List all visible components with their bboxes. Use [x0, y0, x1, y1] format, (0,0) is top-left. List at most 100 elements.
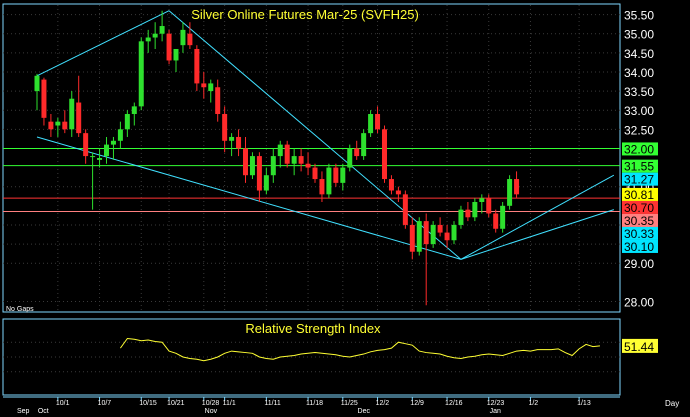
candle-body: [388, 179, 394, 191]
level-label-bg: [622, 142, 658, 156]
candle-body: [409, 224, 415, 252]
candle-body: [416, 221, 422, 252]
x-tick-label: 1/13: [577, 400, 591, 407]
level-label-bg: [622, 213, 658, 227]
candle-body: [173, 48, 179, 61]
candle-body: [159, 26, 165, 34]
level-label: 32.00: [624, 142, 654, 156]
month-label: Jan: [490, 408, 501, 415]
candle-body: [402, 194, 408, 225]
x-tick-label: 11/1: [223, 400, 236, 407]
y-tick-label: 34.00: [624, 66, 654, 80]
level-label: 30.35: [624, 214, 654, 228]
candle-body: [437, 224, 443, 233]
level-label: 30.10: [624, 240, 654, 254]
candle-body: [138, 41, 144, 107]
x-tick-label: 10/21: [167, 400, 185, 407]
candle-body: [354, 148, 360, 157]
x-tick-label: 10/15: [139, 400, 157, 407]
candle-body: [305, 163, 311, 168]
candle-body: [69, 98, 75, 130]
level-label-bg: [622, 187, 658, 201]
rsi-title: Relative Strength Index: [245, 321, 381, 336]
candle-body: [312, 167, 318, 180]
candle-body: [34, 75, 40, 92]
candle-body: [145, 37, 151, 42]
x-tick-label: 11/11: [264, 400, 281, 407]
y-tick-label: 35.00: [624, 28, 654, 42]
x-tick-label: 10/1: [56, 400, 70, 407]
rsi-grid: [3, 341, 620, 373]
level-label: 31.55: [624, 160, 654, 174]
candle-body: [110, 140, 116, 145]
candle-body: [347, 148, 353, 168]
candle-body: [472, 201, 478, 218]
candle-body: [194, 48, 200, 84]
candle-body: [430, 224, 436, 245]
candle-body: [465, 209, 471, 218]
candle-body: [97, 158, 103, 160]
candle-body: [222, 114, 228, 141]
level-label-bg: [622, 200, 658, 214]
x-tick-label: 10/28: [202, 400, 220, 407]
candle-body: [277, 144, 283, 157]
x-tick-label: 12/9: [410, 400, 424, 407]
no-gaps-note: No Gaps: [6, 306, 34, 313]
x-tick-label: 1/2: [528, 400, 538, 407]
candle-body: [62, 121, 68, 130]
candle-body: [124, 114, 130, 130]
trend-channels: [36, 10, 615, 260]
candle-body: [333, 167, 339, 183]
candle-body: [243, 148, 248, 176]
candle-body: [361, 133, 367, 157]
candle-body: [493, 213, 499, 229]
y-tick-label: 28.00: [624, 295, 654, 309]
candle-body: [319, 179, 325, 195]
candle-body: [340, 167, 346, 183]
candle-body: [500, 205, 506, 229]
candle-body: [180, 29, 186, 46]
x-axis-unit-label: Day: [665, 399, 679, 408]
candle-body: [486, 198, 492, 214]
level-label: 30.33: [624, 227, 654, 241]
candle-body: [423, 221, 429, 245]
rsi-polyline: [119, 337, 601, 362]
candle-body: [326, 167, 332, 195]
level-label: 30.70: [624, 201, 654, 215]
candle-body: [41, 79, 47, 118]
candle-body: [256, 156, 262, 191]
y-tick-label: 29.00: [624, 257, 654, 271]
price-panel-frame: [2, 3, 621, 313]
candle-body: [187, 33, 193, 46]
candle-body: [284, 144, 290, 164]
x-tick-label: 12/23: [487, 400, 505, 407]
candle-body: [55, 121, 61, 126]
x-tick-label: 12/16: [445, 400, 463, 407]
candle-body: [117, 129, 123, 141]
y-tick-label: 32.50: [624, 123, 654, 137]
candle-body: [215, 87, 221, 115]
x-tick-label: 11/18: [306, 400, 323, 407]
y-tick-label: 35.50: [624, 9, 654, 23]
x-tick-label: 11/25: [341, 400, 358, 407]
y-tick-label: 34.50: [624, 47, 654, 61]
candle-body: [270, 156, 276, 176]
candle-body: [48, 121, 54, 130]
month-label: Oct: [38, 408, 49, 415]
candle-body: [451, 224, 457, 241]
level-label-bg: [622, 239, 658, 253]
channel-line: [460, 209, 615, 260]
y-tick-label: 33.50: [624, 85, 654, 99]
candles: [34, 10, 520, 306]
month-label: Sep: [17, 408, 30, 415]
candle-body: [507, 179, 513, 206]
candle-body: [395, 190, 401, 195]
month-label: Dec: [358, 408, 371, 415]
candle-body: [229, 136, 235, 141]
rsi-value-bg: [622, 338, 658, 353]
candle-body: [166, 33, 172, 61]
x-tick-label: 12/2: [376, 400, 390, 407]
x-tick-label: 10/7: [98, 400, 112, 407]
horizontal-levels: [3, 147, 620, 213]
